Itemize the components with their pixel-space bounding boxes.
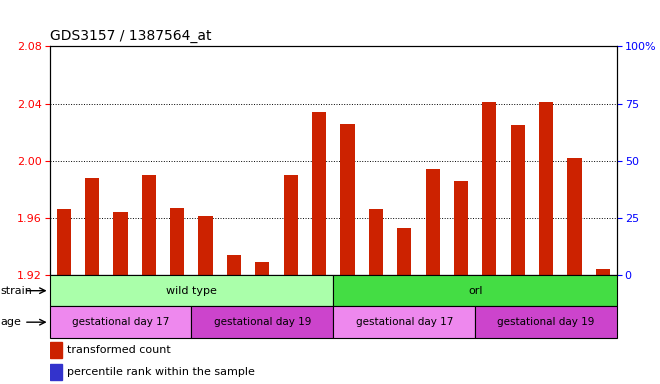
Bar bbox=[475, 306, 617, 338]
Bar bbox=[369, 209, 383, 275]
Bar bbox=[568, 158, 581, 275]
Text: gestational day 19: gestational day 19 bbox=[214, 317, 311, 327]
Bar bbox=[568, 257, 581, 275]
Bar bbox=[170, 263, 184, 275]
Text: wild type: wild type bbox=[166, 286, 217, 296]
Bar bbox=[85, 178, 99, 275]
Text: GDS3157 / 1387564_at: GDS3157 / 1387564_at bbox=[50, 29, 211, 43]
Bar bbox=[511, 125, 525, 275]
Bar bbox=[50, 343, 62, 358]
Bar bbox=[369, 263, 383, 275]
Text: percentile rank within the sample: percentile rank within the sample bbox=[67, 367, 254, 377]
Bar bbox=[284, 175, 298, 275]
Text: strain: strain bbox=[1, 286, 32, 296]
Bar bbox=[482, 250, 496, 275]
Bar bbox=[454, 181, 468, 275]
Bar bbox=[341, 124, 354, 275]
Bar bbox=[114, 212, 127, 275]
Bar bbox=[227, 268, 241, 275]
Bar bbox=[57, 266, 71, 275]
Bar bbox=[596, 269, 610, 275]
Bar bbox=[50, 275, 333, 306]
Bar bbox=[255, 262, 269, 275]
Bar bbox=[284, 263, 298, 275]
Text: transformed count: transformed count bbox=[67, 345, 170, 355]
Bar bbox=[199, 266, 213, 275]
Bar bbox=[397, 228, 411, 275]
Bar bbox=[511, 254, 525, 275]
Bar bbox=[341, 254, 354, 275]
Text: gestational day 19: gestational day 19 bbox=[498, 317, 595, 327]
Bar bbox=[199, 217, 213, 275]
Bar bbox=[333, 306, 475, 338]
Bar bbox=[426, 259, 440, 275]
Bar bbox=[454, 261, 468, 275]
Text: gestational day 17: gestational day 17 bbox=[72, 317, 169, 327]
Bar bbox=[312, 112, 326, 275]
Bar bbox=[333, 275, 617, 306]
Bar bbox=[142, 261, 156, 275]
Bar bbox=[85, 263, 99, 275]
Text: orl: orl bbox=[468, 286, 482, 296]
Bar bbox=[227, 255, 241, 275]
Bar bbox=[191, 306, 333, 338]
Bar bbox=[142, 175, 156, 275]
Bar bbox=[596, 273, 610, 275]
Text: age: age bbox=[1, 317, 22, 327]
Bar bbox=[50, 364, 62, 380]
Bar bbox=[255, 268, 269, 275]
Bar bbox=[539, 102, 553, 275]
Text: gestational day 17: gestational day 17 bbox=[356, 317, 453, 327]
Bar bbox=[539, 250, 553, 275]
Bar bbox=[397, 266, 411, 275]
Bar bbox=[114, 266, 127, 275]
Bar bbox=[482, 102, 496, 275]
Bar bbox=[426, 169, 440, 275]
Bar bbox=[57, 209, 71, 275]
Bar bbox=[50, 306, 191, 338]
Bar bbox=[170, 208, 184, 275]
Bar bbox=[312, 252, 326, 275]
